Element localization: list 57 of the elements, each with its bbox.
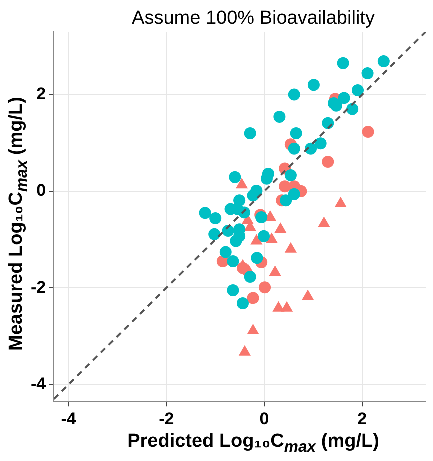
y-tick-label: -2 <box>30 278 46 297</box>
point <box>251 252 264 264</box>
point <box>258 230 270 242</box>
point <box>210 212 222 224</box>
point <box>227 255 240 268</box>
x-tick-label: -2 <box>159 409 174 428</box>
point <box>256 212 268 224</box>
point <box>236 178 248 189</box>
point <box>274 222 287 234</box>
y-tick-label: -4 <box>30 374 47 394</box>
point <box>274 111 286 124</box>
point <box>244 270 256 283</box>
point <box>247 324 260 335</box>
x-tick-label: 2 <box>358 409 368 428</box>
x-tick-label: -4 <box>61 409 77 428</box>
point <box>288 142 300 155</box>
point <box>378 55 390 68</box>
point <box>308 79 320 92</box>
point <box>337 57 350 70</box>
x-tick-label: 0 <box>260 409 270 428</box>
point <box>227 284 240 296</box>
chart-title: Assume 100% Bioavailability <box>131 8 376 30</box>
point <box>208 228 221 240</box>
point <box>259 282 272 294</box>
point <box>247 292 260 304</box>
point <box>302 290 314 300</box>
point <box>238 345 252 356</box>
point <box>288 188 300 200</box>
point <box>222 225 234 238</box>
point <box>280 301 294 312</box>
x-axis-title: Predicted Log₁₀C$_{max}$ (mg/L) <box>126 431 380 457</box>
point <box>314 138 327 150</box>
point <box>199 207 212 220</box>
point <box>338 92 350 104</box>
point <box>318 216 330 228</box>
y-tick-label: 2 <box>36 84 46 104</box>
point <box>244 127 256 140</box>
point <box>220 246 232 258</box>
point <box>284 242 298 253</box>
point <box>236 298 249 310</box>
point <box>280 194 292 207</box>
point <box>284 169 297 182</box>
point <box>362 126 374 138</box>
point <box>352 84 364 96</box>
point <box>230 235 242 248</box>
point <box>229 171 242 184</box>
point <box>269 266 282 276</box>
point <box>290 127 302 140</box>
y-tick-label: 0 <box>36 181 46 200</box>
point <box>247 190 260 202</box>
point <box>250 234 263 245</box>
point <box>346 103 359 116</box>
point <box>362 68 374 80</box>
point <box>322 156 334 168</box>
point <box>305 142 318 155</box>
point <box>236 262 249 274</box>
point <box>288 88 300 101</box>
